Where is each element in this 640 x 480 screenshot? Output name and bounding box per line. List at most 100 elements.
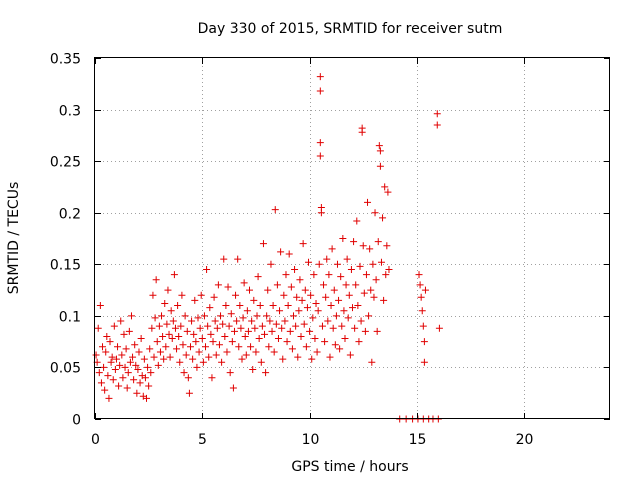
data-point — [183, 327, 191, 335]
data-point — [344, 314, 352, 322]
data-point — [129, 353, 137, 361]
data-point — [305, 258, 313, 266]
data-point — [103, 332, 111, 340]
data-point — [358, 128, 366, 136]
data-point — [433, 121, 441, 129]
y-tick-label: 0.05 — [50, 361, 81, 377]
data-point — [384, 188, 392, 196]
data-point — [181, 312, 189, 320]
x-tick-label: 10 — [302, 432, 320, 448]
data-point — [368, 358, 376, 366]
data-point — [273, 281, 281, 289]
data-point — [337, 273, 345, 281]
data-point — [308, 355, 316, 363]
axis-ticks — [95, 58, 610, 420]
data-point — [350, 238, 358, 246]
y-axis-label: SRMTID / TECUs — [6, 182, 22, 295]
data-point — [152, 276, 160, 284]
data-point — [355, 338, 363, 346]
data-point — [230, 327, 238, 335]
data-point — [122, 345, 130, 353]
data-point — [258, 322, 266, 330]
data-point — [420, 358, 428, 366]
data-point — [94, 324, 102, 332]
data-point — [102, 348, 110, 356]
data-point — [277, 248, 285, 256]
data-point — [97, 379, 105, 387]
data-point — [126, 358, 134, 366]
data-point — [263, 312, 271, 320]
data-point — [232, 291, 240, 299]
plot-frame — [94, 57, 610, 419]
data-point — [159, 332, 167, 340]
data-point — [149, 291, 157, 299]
data-point — [301, 286, 309, 294]
data-point — [377, 258, 385, 266]
y-tick-label: 0.35 — [50, 52, 81, 68]
data-point — [106, 338, 114, 346]
data-point — [120, 330, 128, 338]
data-point — [321, 338, 329, 346]
data-point — [254, 273, 262, 281]
data-point — [307, 291, 315, 299]
data-point — [207, 330, 215, 338]
data-point — [346, 351, 354, 359]
data-point — [205, 353, 213, 361]
data-point — [324, 317, 332, 325]
data-point — [107, 358, 115, 366]
data-point — [170, 271, 178, 279]
data-point — [272, 320, 280, 328]
data-point — [99, 343, 107, 351]
data-point — [362, 271, 370, 279]
data-point — [165, 330, 173, 338]
data-point — [132, 361, 140, 369]
data-point — [137, 335, 145, 343]
x-tick-label: 20 — [516, 432, 534, 448]
y-tick-label: 0.25 — [50, 155, 81, 171]
data-point — [163, 320, 171, 328]
data-point — [202, 343, 210, 351]
data-point — [92, 351, 100, 359]
data-point — [295, 307, 303, 315]
x-tick-label: 5 — [198, 432, 207, 448]
data-point — [130, 376, 138, 384]
data-point — [145, 382, 153, 390]
data-point — [262, 369, 270, 377]
data-point — [218, 358, 226, 366]
data-point — [242, 351, 250, 359]
data-point — [420, 338, 428, 346]
data-point — [336, 345, 344, 353]
data-point — [267, 260, 275, 268]
data-point — [241, 332, 249, 340]
data-point — [299, 240, 307, 248]
data-point — [239, 314, 247, 322]
data-point — [140, 355, 148, 363]
data-point — [246, 286, 253, 294]
data-point — [112, 355, 120, 363]
data-point — [133, 389, 141, 397]
data-point — [252, 348, 260, 356]
data-point — [269, 302, 277, 310]
data-point — [114, 343, 122, 351]
data-point — [150, 353, 158, 361]
data-point — [326, 353, 334, 361]
data-point — [182, 351, 190, 359]
data-point — [240, 279, 248, 287]
data-point — [171, 324, 179, 332]
data-point — [141, 374, 149, 382]
data-point — [212, 351, 220, 359]
data-point — [325, 271, 333, 279]
data-point — [323, 255, 331, 263]
data-point — [236, 302, 244, 310]
data-point — [193, 363, 201, 371]
data-point — [364, 198, 372, 206]
data-point — [197, 291, 205, 299]
data-point — [286, 327, 294, 335]
data-point — [144, 363, 152, 371]
data-point — [173, 345, 181, 353]
data-point — [147, 369, 155, 377]
data-point — [185, 389, 193, 397]
data-point — [352, 281, 360, 289]
data-point — [109, 376, 117, 384]
data-point — [293, 293, 301, 301]
